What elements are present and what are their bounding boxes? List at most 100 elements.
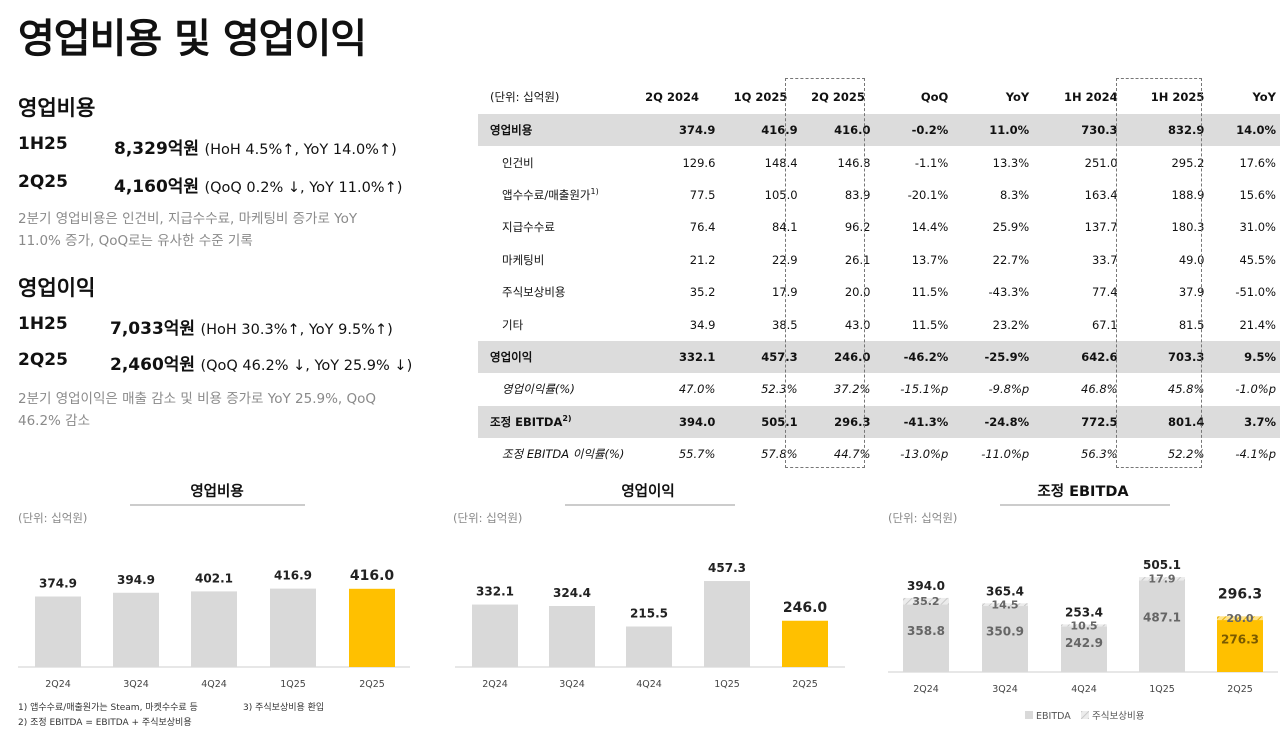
table-header-cell: QoQ	[920, 90, 949, 104]
table-cell: -1.1%	[914, 155, 949, 170]
table-cell: 15.6%	[1239, 187, 1276, 202]
legend-swatch-ebitda	[1025, 711, 1033, 719]
table-cell: 84.1	[772, 220, 798, 235]
table-cell: 17.9	[772, 285, 798, 300]
table-row-label: 조정 EBITDA2)	[478, 405, 629, 438]
table-cell: 296.3	[805, 405, 879, 438]
table-cell: 801.4	[1125, 405, 1213, 438]
ebitda-value-label: 242.9	[1065, 636, 1103, 650]
table-cell: 13.7%	[911, 252, 949, 267]
bar-stock-comp	[1139, 577, 1185, 581]
table-cell: 20.0	[844, 285, 871, 300]
table-cell: 137.7	[1084, 220, 1118, 235]
bar	[113, 592, 159, 667]
x-tick-label: 2Q24	[482, 679, 508, 690]
table-row: 주식보상비용 35.2 17.9 20.0 11.5% -43.3% 77.4 37.9 -51…	[478, 276, 1280, 308]
table-cell: 45.5%	[1239, 252, 1276, 267]
bar-ebitda	[1139, 580, 1185, 672]
table-cell: -24.8%	[956, 405, 1038, 438]
op-period-1h25: 1H25	[18, 314, 68, 334]
bar-ebitda	[903, 604, 949, 672]
table-row: 기타 34.9 38.5 43.0 11.5% 23.2% 67.1 81.5 21.4%	[478, 308, 1280, 340]
table-row: 영업이익률(%) 47.0% 52.3% 37.2% -15.1%p -9.8%p 46.8…	[478, 373, 1280, 405]
table-cell: 56.3%	[1081, 447, 1118, 462]
table-cell: -9.8%p	[988, 382, 1030, 397]
table-cell: 146.8	[837, 155, 871, 170]
table-cell: 34.9	[689, 317, 716, 332]
bar-stock-comp	[1061, 624, 1107, 627]
table-cell: 188.9	[1171, 187, 1205, 202]
stock-comp-value-label: 35.2	[912, 595, 939, 608]
table-cell: 45.8%	[1167, 382, 1205, 397]
table-cell: 374.9	[628, 114, 724, 147]
table-cell: 416.0	[805, 114, 879, 147]
table-cell: 43.0	[844, 317, 871, 332]
table-cell: 416.9	[723, 114, 806, 147]
bar	[549, 606, 595, 667]
ebitda-value-label: 358.8	[907, 624, 945, 638]
bar-value-label: 416.9	[274, 569, 312, 583]
table-row: 마케팅비 21.2 22.9 26.1 13.7% 22.7% 33.7 49.0 45.5%	[478, 244, 1280, 276]
table-cell: 246.0	[805, 340, 879, 374]
table-cell: 31.0%	[1239, 220, 1276, 235]
table-row: 조정 EBITDA 이익률(%) 55.7% 57.8% 44.7% -13.0%p -1…	[478, 438, 1280, 470]
table-cell: 52.3%	[761, 382, 798, 397]
ebitda-value-label: 276.3	[1221, 632, 1259, 646]
table-cell: 77.4	[1091, 285, 1118, 300]
table-cell: 251.0	[1084, 155, 1118, 170]
bar-value-label: 215.5	[630, 606, 668, 620]
table-row-label: 영업비용	[478, 114, 629, 147]
table-cell: -46.2%	[878, 340, 957, 374]
total-value-label: 253.4	[1065, 605, 1103, 619]
x-tick-label: 2Q25	[792, 679, 818, 690]
opex-heading: 영업비용	[18, 96, 96, 120]
table-cell: 55.7%	[678, 447, 716, 462]
table-cell: 77.5	[689, 187, 716, 202]
table-cell: 14.4%	[911, 220, 949, 235]
table-cell: 772.5	[1037, 405, 1126, 438]
table-cell: -51.0%	[1235, 285, 1276, 300]
legend-swatch-stock-comp	[1081, 711, 1089, 719]
table-cell: -0.2%	[878, 114, 957, 147]
table-cell: -15.1%p	[900, 382, 949, 397]
chart-unit-label: (단위: 십억원)	[888, 511, 957, 525]
stock-comp-value-label: 14.5	[991, 599, 1018, 612]
x-tick-label: 2Q25	[1227, 684, 1253, 695]
op-heading: 영업이익	[18, 276, 96, 300]
table-row-label: 마케팅비	[502, 252, 545, 267]
table-cell: -4.1%p	[1235, 447, 1276, 462]
table-cell: 394.0	[628, 405, 724, 438]
total-value-label: 365.4	[986, 584, 1024, 598]
table-header-cell: 2Q 2024	[645, 90, 699, 104]
stock-comp-value-label: 10.5	[1070, 619, 1097, 632]
chart-title-op: 영업이익	[621, 482, 674, 500]
table-cell: 52.2%	[1167, 447, 1205, 462]
table-row-label: 주식보상비용	[502, 285, 566, 300]
table-cell: 129.6	[682, 155, 716, 170]
table-cell: 67.1	[1091, 317, 1118, 332]
bar-value-label: 246.0	[783, 600, 828, 616]
table-cell: 17.6%	[1239, 155, 1276, 170]
table-cell: 21.4%	[1239, 317, 1276, 332]
table-cell: 37.2%	[833, 382, 871, 397]
table-row-label: 인건비	[502, 155, 534, 170]
op-value-1h25: 7,033억원 (HoH 30.3%↑, YoY 9.5%↑)	[110, 319, 393, 339]
table-cell: 49.0	[1178, 252, 1205, 267]
table-row: 조정 EBITDA2) 394.0 505.1 296.3 -41.3% -24.8% 77…	[478, 405, 1280, 438]
table-cell: 9.5%	[1212, 340, 1280, 374]
table-cell: 703.3	[1125, 340, 1213, 374]
bar	[191, 591, 237, 667]
table-cell: -13.0%p	[900, 447, 949, 462]
bar	[704, 581, 750, 667]
table-cell: -1.0%p	[1235, 382, 1276, 397]
chart-unit-label: (단위: 십억원)	[453, 511, 522, 525]
table-cell: 37.9	[1178, 285, 1205, 300]
table-cell: 38.5	[772, 317, 798, 332]
table-cell: 22.7%	[992, 252, 1030, 267]
bar-value-label: 374.9	[39, 577, 77, 591]
x-tick-label: 2Q24	[45, 679, 71, 690]
stock-comp-value-label: 20.0	[1226, 612, 1253, 625]
op-value-2q25: 2,460억원 (QoQ 46.2% ↓, YoY 25.9% ↓)	[110, 355, 413, 375]
chart-title-opex: 영업비용	[190, 482, 243, 500]
total-value-label: 296.3	[1218, 586, 1262, 602]
